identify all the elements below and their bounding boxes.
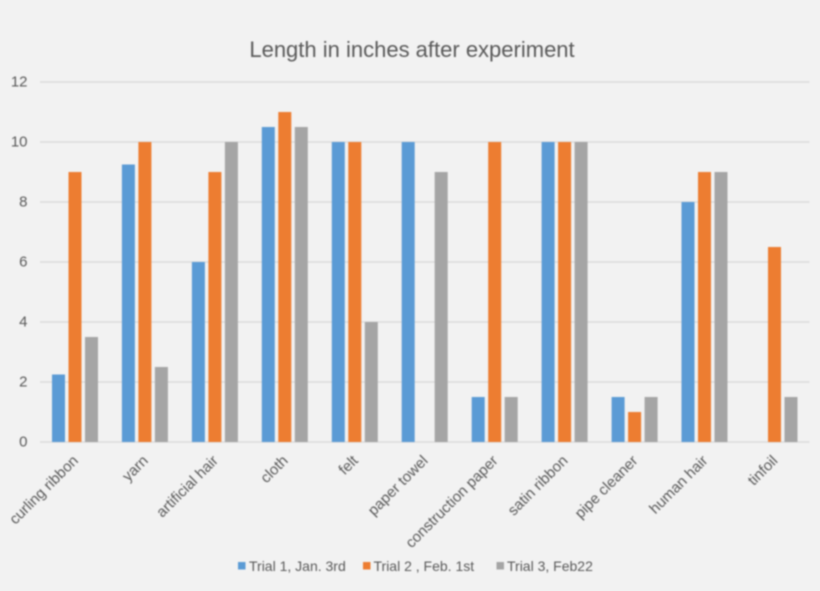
svg-text:10: 10 xyxy=(11,134,28,151)
svg-text:2: 2 xyxy=(19,374,27,391)
svg-text:12: 12 xyxy=(11,74,28,91)
svg-text:Length in inches after experim: Length in inches after experiment xyxy=(249,37,574,62)
svg-text:6: 6 xyxy=(19,254,27,271)
svg-text:Trial 3, Feb22: Trial 3, Feb22 xyxy=(507,558,593,574)
svg-text:0: 0 xyxy=(19,434,27,451)
svg-text:4: 4 xyxy=(19,314,27,331)
svg-text:Trial 2 , Feb. 1st: Trial 2 , Feb. 1st xyxy=(374,558,475,574)
svg-text:8: 8 xyxy=(19,194,27,211)
svg-text:Trial 1, Jan. 3rd: Trial 1, Jan. 3rd xyxy=(249,558,346,574)
